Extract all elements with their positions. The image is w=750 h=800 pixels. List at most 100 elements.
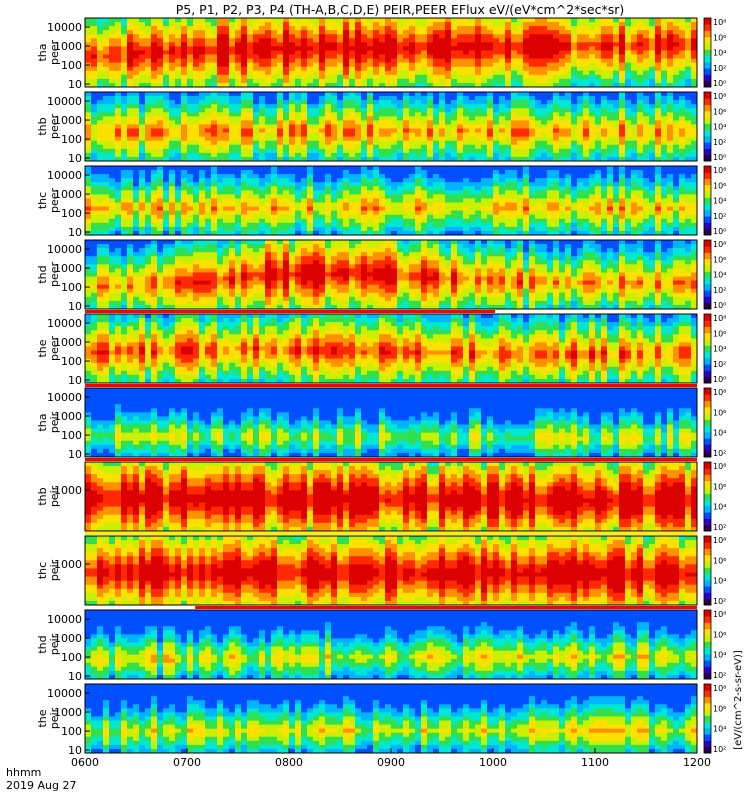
flux-cell: [367, 92, 374, 97]
flux-cell: [487, 54, 494, 59]
flux-cell: [499, 140, 506, 146]
flux-cell: [151, 46, 158, 51]
flux-cell: [367, 140, 374, 146]
flux-cell: [475, 58, 482, 64]
flux-cell: [295, 116, 302, 121]
flux-cell: [391, 230, 398, 236]
flux-cell: [145, 26, 152, 31]
flux-cell: [415, 50, 422, 55]
flux-cell: [475, 174, 482, 179]
flux-cell: [685, 96, 692, 101]
flux-cell: [355, 62, 362, 68]
flux-cell: [505, 210, 512, 216]
flux-cell: [355, 148, 362, 154]
flux-cell: [373, 26, 380, 31]
flux-cell: [529, 202, 536, 207]
flux-cell: [547, 206, 554, 212]
flux-cell: [589, 70, 596, 76]
flux-cell: [247, 96, 254, 101]
flux-cell: [133, 18, 140, 23]
flux-cell: [631, 112, 638, 117]
flux-cell: [421, 38, 428, 43]
flux-cell: [547, 186, 554, 191]
flux-cell: [199, 78, 206, 84]
flux-cell: [625, 152, 632, 158]
flux-cell: [217, 108, 224, 113]
flux-cell: [673, 50, 680, 55]
flux-cell: [217, 198, 224, 203]
colorbar-swatch: [704, 154, 711, 162]
flux-cell: [325, 174, 332, 179]
flux-cell: [181, 152, 188, 158]
flux-cell: [259, 104, 266, 109]
flux-cell: [235, 140, 242, 146]
flux-cell: [481, 186, 488, 191]
flux-cell: [403, 74, 410, 80]
flux-cell: [661, 70, 668, 76]
panel-probe-label: tha: [36, 43, 49, 61]
flux-cell: [157, 100, 164, 105]
flux-cell: [565, 182, 572, 187]
flux-cell: [577, 174, 584, 179]
flux-cell: [157, 222, 164, 228]
flux-cell: [565, 74, 572, 80]
flux-cell: [355, 140, 362, 146]
flux-cell: [169, 136, 176, 142]
flux-cell: [205, 206, 212, 212]
flux-cell: [127, 62, 134, 68]
flux-cell: [559, 116, 566, 121]
flux-cell: [529, 170, 536, 175]
flux-cell: [127, 156, 134, 162]
flux-cell: [283, 26, 290, 31]
flux-cell: [403, 156, 410, 162]
flux-cell: [445, 70, 452, 76]
flux-cell: [157, 136, 164, 142]
flux-cell: [211, 186, 218, 191]
flux-cell: [661, 144, 668, 150]
flux-cell: [583, 70, 590, 76]
flux-cell: [169, 82, 176, 88]
flux-cell: [271, 144, 278, 150]
flux-cell: [259, 226, 266, 232]
flux-cell: [241, 82, 248, 88]
flux-cell: [223, 226, 230, 232]
flux-cell: [415, 230, 422, 236]
flux-cell: [409, 70, 416, 76]
flux-cell: [475, 152, 482, 158]
flux-cell: [343, 226, 350, 232]
flux-cell: [517, 140, 524, 146]
flux-cell: [289, 152, 296, 158]
flux-cell: [361, 42, 368, 47]
flux-cell: [421, 82, 428, 88]
flux-cell: [85, 206, 92, 212]
flux-cell: [199, 148, 206, 154]
flux-cell: [445, 148, 452, 154]
flux-cell: [607, 78, 614, 84]
flux-cell: [349, 178, 356, 183]
flux-cell: [517, 18, 524, 23]
flux-cell: [493, 178, 500, 183]
flux-cell: [373, 78, 380, 84]
flux-cell: [277, 166, 284, 171]
flux-cell: [691, 54, 698, 59]
flux-cell: [601, 22, 608, 27]
flux-cell: [145, 46, 152, 51]
flux-cell: [199, 18, 206, 23]
flux-cell: [679, 18, 686, 23]
flux-cell: [355, 156, 362, 162]
flux-cell: [295, 210, 302, 216]
flux-cell: [391, 108, 398, 113]
flux-cell: [535, 82, 542, 88]
flux-cell: [649, 50, 656, 55]
flux-cell: [103, 62, 110, 68]
flux-cell: [391, 66, 398, 72]
flux-cell: [283, 174, 290, 179]
flux-cell: [355, 70, 362, 76]
flux-cell: [283, 124, 290, 129]
flux-cell: [553, 104, 560, 109]
flux-cell: [241, 74, 248, 80]
flux-cell: [511, 112, 518, 117]
flux-cell: [595, 156, 602, 162]
flux-cell: [685, 144, 692, 150]
flux-cell: [649, 22, 656, 27]
